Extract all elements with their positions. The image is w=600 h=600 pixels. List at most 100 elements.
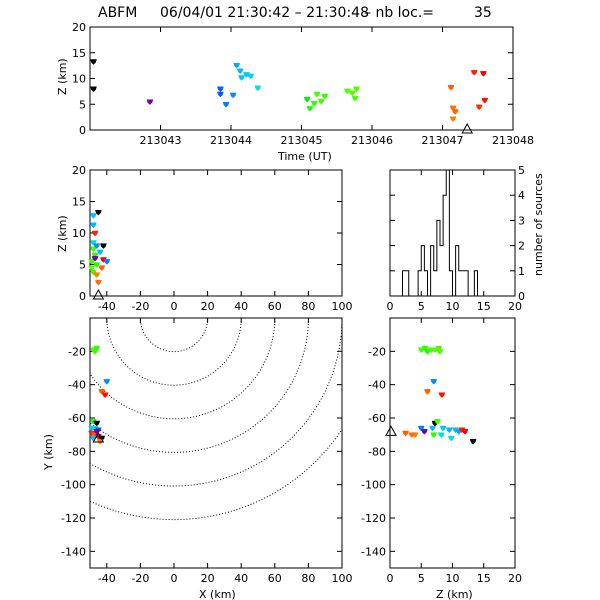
y-tick-label: 10 — [72, 227, 86, 240]
data-point — [238, 75, 245, 81]
axis-ticks: 213043 213044 213045 213046 213047 2130480510… — [61, 21, 534, 585]
y-tick-label: 1 — [518, 265, 525, 278]
histogram-y-label: number of sources — [532, 173, 545, 276]
data-point — [217, 91, 224, 98]
data-point — [310, 100, 318, 107]
x-tick-label: 40 — [234, 300, 248, 313]
x-tick-label: 80 — [301, 572, 315, 585]
title-times: 06/04/01 21:30:42 – 21:30:48 — [160, 5, 369, 21]
data-point — [93, 345, 101, 352]
x-tick-label: 15 — [477, 572, 491, 585]
data-point — [90, 59, 97, 65]
data-point — [254, 85, 262, 92]
y-tick-label: -80 — [368, 445, 386, 458]
data-point — [93, 420, 101, 427]
data-point — [95, 279, 102, 286]
y-tick-label: -80 — [68, 445, 86, 458]
data-point — [306, 106, 314, 112]
data-point — [95, 209, 102, 216]
data-point — [243, 72, 250, 78]
data-point — [229, 92, 237, 99]
station-triangle — [92, 431, 105, 443]
data-point — [351, 95, 359, 102]
x-tick-label: 10 — [446, 300, 460, 313]
data-point — [451, 109, 459, 115]
data-point — [91, 230, 99, 237]
data-point — [421, 429, 428, 435]
y-tick-label: 2 — [518, 240, 525, 253]
data-point — [317, 98, 325, 105]
histogram — [390, 169, 515, 297]
x-tick-label: 213046 — [351, 134, 393, 147]
x-tick-label: 213045 — [281, 134, 323, 147]
data-point — [103, 259, 111, 265]
title-count-label: – nb loc.= — [364, 5, 434, 21]
data-point — [449, 116, 457, 123]
x-tick-label: 80 — [301, 300, 315, 313]
y-tick-label: 0 — [79, 124, 86, 137]
data-point — [402, 430, 409, 437]
data-point — [233, 62, 240, 69]
data-point — [93, 272, 101, 278]
x-tick-label: 20 — [201, 572, 215, 585]
height-y-frame — [389, 317, 516, 569]
data-point — [438, 392, 446, 399]
y-tick-label: 20 — [72, 21, 86, 34]
y-tick-label: 5 — [518, 164, 525, 177]
y-tick-label: 20 — [72, 164, 86, 177]
y-tick-label: -40 — [68, 379, 86, 392]
x-tick-label: 40 — [234, 572, 248, 585]
x-tick-label: 213043 — [140, 134, 182, 147]
data-point — [430, 379, 438, 385]
height-y-x-label: Z (km) — [436, 588, 473, 600]
data-point — [429, 425, 436, 432]
y-tick-label: 5 — [79, 259, 86, 272]
x-tick-label: 10 — [446, 572, 460, 585]
y-tick-label: 10 — [72, 73, 86, 86]
z-axis-label-top: Z (km) — [56, 58, 69, 95]
title-count: 35 — [474, 5, 492, 21]
x-tick-label: 60 — [268, 572, 282, 585]
station-triangle — [461, 122, 474, 134]
x-tick-label: -20 — [131, 572, 149, 585]
data-point — [436, 349, 444, 355]
x-height-frame — [89, 169, 343, 297]
data-point — [475, 104, 483, 111]
data-point — [96, 249, 104, 256]
data-point — [424, 389, 431, 395]
data-point — [90, 222, 97, 229]
data-point — [236, 68, 244, 75]
data-point — [217, 86, 224, 93]
y-tick-label: -100 — [361, 479, 386, 492]
x-tick-label: 60 — [268, 300, 282, 313]
y-tick-label: -60 — [68, 412, 86, 425]
x-tick-label: -40 — [98, 300, 116, 313]
data-point — [101, 392, 109, 399]
data-point — [222, 102, 230, 108]
data-point — [469, 439, 477, 445]
data-points — [88, 59, 489, 445]
data-point — [470, 70, 478, 76]
x-tick-label: 5 — [418, 572, 425, 585]
data-point — [408, 432, 416, 439]
x-tick-label: 15 — [477, 300, 491, 313]
y-tick-label: 15 — [72, 196, 86, 209]
station-markers — [92, 122, 474, 443]
data-point — [343, 88, 351, 95]
x-tick-label: 213044 — [210, 134, 252, 147]
plan-view-frame — [89, 317, 343, 569]
data-point — [88, 265, 96, 272]
range-ring — [106, 318, 242, 386]
data-point — [353, 86, 360, 93]
data-point — [303, 96, 311, 103]
data-point — [430, 432, 438, 439]
y-tick-label: -100 — [61, 479, 86, 492]
histogram-outline — [390, 169, 515, 297]
data-point — [91, 255, 99, 262]
y-tick-label: -60 — [368, 412, 386, 425]
time-height-frame — [89, 26, 514, 131]
data-point — [93, 243, 101, 249]
x-tick-label: -20 — [131, 300, 149, 313]
x-tick-label: 0 — [387, 300, 394, 313]
plan-y-label: Y (km) — [42, 434, 55, 471]
